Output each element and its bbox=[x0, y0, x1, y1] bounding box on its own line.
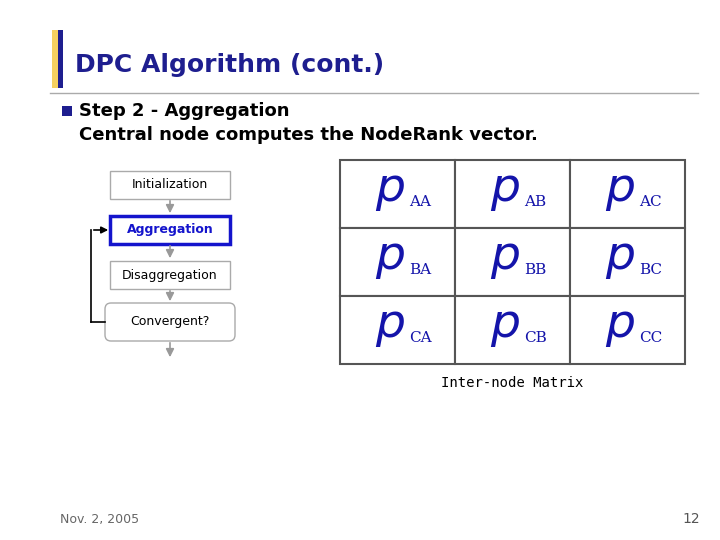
Text: DPC Algorithm (cont.): DPC Algorithm (cont.) bbox=[75, 53, 384, 77]
Bar bbox=[570, 228, 685, 296]
Text: CA: CA bbox=[410, 331, 432, 345]
FancyBboxPatch shape bbox=[110, 171, 230, 199]
Text: Nov. 2, 2005: Nov. 2, 2005 bbox=[60, 513, 139, 526]
Bar bbox=[62, 106, 72, 116]
Text: $p$: $p$ bbox=[374, 235, 405, 281]
Text: BA: BA bbox=[410, 263, 431, 277]
Bar bbox=[58, 30, 63, 88]
Text: $p$: $p$ bbox=[605, 303, 634, 349]
Text: CC: CC bbox=[639, 331, 662, 345]
Text: AB: AB bbox=[524, 195, 546, 209]
Bar bbox=[340, 228, 455, 296]
Text: 12: 12 bbox=[683, 512, 700, 526]
Bar bbox=[570, 296, 685, 364]
Text: Initialization: Initialization bbox=[132, 179, 208, 192]
Text: Disaggregation: Disaggregation bbox=[122, 268, 218, 281]
FancyBboxPatch shape bbox=[105, 303, 235, 341]
Text: Inter-node Matrix: Inter-node Matrix bbox=[441, 376, 584, 390]
Text: $p$: $p$ bbox=[605, 167, 634, 213]
Text: CB: CB bbox=[524, 331, 547, 345]
FancyBboxPatch shape bbox=[110, 261, 230, 289]
FancyBboxPatch shape bbox=[110, 216, 230, 244]
Bar bbox=[340, 296, 455, 364]
Text: AA: AA bbox=[410, 195, 431, 209]
Bar bbox=[455, 296, 570, 364]
Text: $p$: $p$ bbox=[490, 167, 520, 213]
Bar bbox=[455, 160, 570, 228]
Text: BB: BB bbox=[524, 263, 546, 277]
Text: Convergent?: Convergent? bbox=[130, 315, 210, 328]
Text: $p$: $p$ bbox=[490, 235, 520, 281]
Text: BC: BC bbox=[639, 263, 662, 277]
Text: $p$: $p$ bbox=[374, 303, 405, 349]
Text: $p$: $p$ bbox=[490, 303, 520, 349]
Text: $p$: $p$ bbox=[374, 167, 405, 213]
Bar bbox=[52, 30, 58, 88]
Bar bbox=[570, 160, 685, 228]
Bar bbox=[340, 160, 455, 228]
Text: Aggregation: Aggregation bbox=[127, 224, 213, 237]
Text: Step 2 - Aggregation: Step 2 - Aggregation bbox=[79, 102, 289, 120]
Text: AC: AC bbox=[639, 195, 662, 209]
Text: $p$: $p$ bbox=[605, 235, 634, 281]
Text: Central node computes the NodeRank vector.: Central node computes the NodeRank vecto… bbox=[79, 126, 538, 144]
Bar bbox=[455, 228, 570, 296]
